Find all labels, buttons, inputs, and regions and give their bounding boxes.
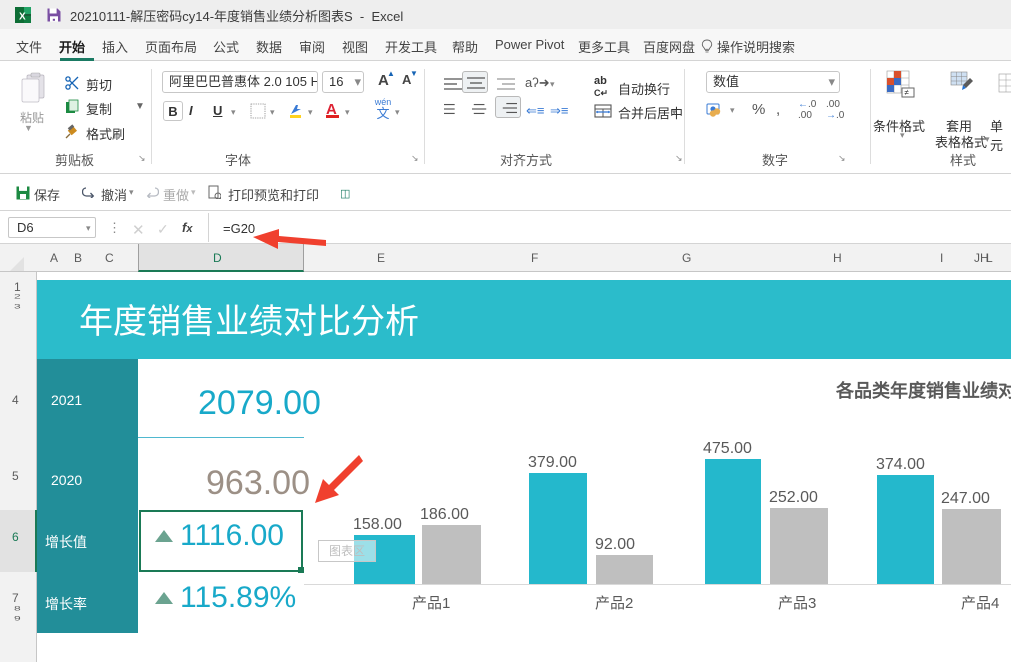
svg-text:X: X: [19, 12, 26, 23]
svg-text:≠: ≠: [905, 88, 910, 97]
